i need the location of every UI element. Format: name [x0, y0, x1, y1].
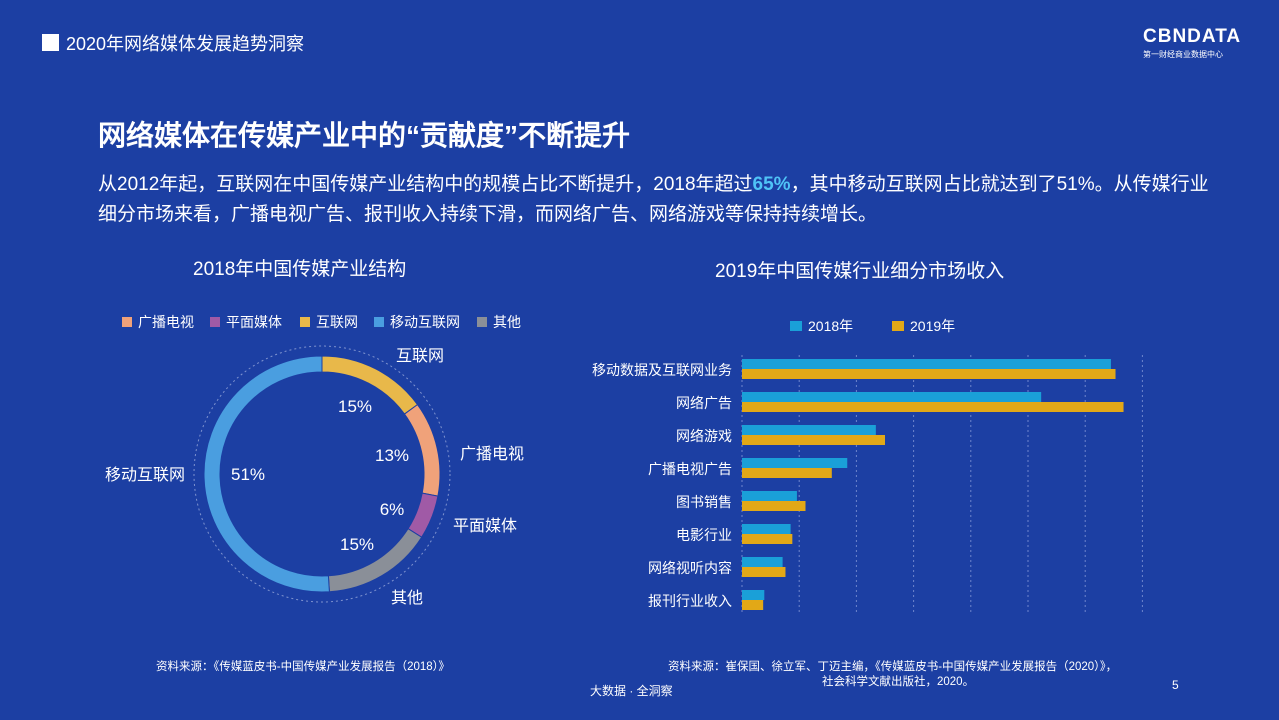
- donut-legend-item: 其他: [477, 312, 521, 332]
- legend-label: 互联网: [316, 314, 358, 330]
- legend-swatch: [892, 321, 904, 331]
- donut-legend-item: 平面媒体: [210, 312, 282, 332]
- source-note-left: 资料来源：《传媒蓝皮书-中国传媒产业发展报告（2018）》: [156, 661, 450, 673]
- summary-text-2: ，其中移动互联网占比就达到了51%。从传媒行业细分市场来看，广播电视广告、报刊收…: [98, 174, 1209, 225]
- header-title: 2020年网络媒体发展趋势洞察: [66, 34, 305, 54]
- bar-category-label: 广播电视广告: [648, 461, 732, 477]
- donut-dashed-ring: [193, 345, 451, 603]
- bar: [742, 557, 783, 567]
- legend-label: 其他: [493, 314, 521, 330]
- bar-category-label: 网络游戏: [676, 428, 732, 444]
- bar: [742, 359, 1111, 369]
- brand-logo-subtitle: 第一财经商业数据中心: [1143, 50, 1223, 59]
- bar: [742, 435, 885, 445]
- bar-category-label: 报刊行业收入: [648, 593, 732, 609]
- donut-value-label: 6%: [380, 500, 405, 519]
- legend-label: 2019年: [910, 318, 956, 334]
- page-number: 5: [1172, 678, 1179, 692]
- donut-category-label: 广播电视: [460, 445, 524, 463]
- bar-category-label: 移动数据及互联网业务: [592, 362, 732, 378]
- bar: [742, 425, 876, 435]
- donut-category-label: 移动互联网: [105, 466, 185, 484]
- bar: [742, 369, 1116, 379]
- legend-swatch: [210, 317, 220, 327]
- bar-legend-item: 2018年: [790, 316, 853, 336]
- legend-swatch: [374, 317, 384, 327]
- bar-category-label: 电影行业: [676, 527, 732, 543]
- donut-value-label: 15%: [340, 535, 374, 554]
- donut-legend-item: 互联网: [300, 312, 358, 332]
- donut-legend-item: 广播电视: [122, 312, 194, 332]
- legend-swatch: [122, 317, 132, 327]
- bar-category-label: 图书销售: [676, 494, 732, 510]
- page-title: 网络媒体在传媒产业中的“贡献度”不断提升: [98, 120, 631, 151]
- bar: [742, 590, 765, 600]
- bar: [742, 491, 797, 501]
- donut-category-label: 互联网: [396, 347, 444, 365]
- legend-label: 平面媒体: [226, 314, 282, 330]
- bar: [742, 458, 848, 468]
- bar-category-label: 网络视听内容: [648, 560, 732, 576]
- header-square-icon: [42, 34, 59, 51]
- bar: [742, 567, 786, 577]
- legend-label: 移动互联网: [390, 314, 460, 330]
- donut-category-label: 平面媒体: [453, 517, 517, 535]
- legend-swatch: [477, 317, 487, 327]
- donut-category-label: 其他: [391, 589, 423, 607]
- bar: [742, 524, 791, 534]
- bar: [742, 468, 832, 478]
- summary-text-1: 从2012年起，互联网在中国传媒产业结构中的规模占比不断提升，2018年超过: [98, 174, 753, 195]
- footer-slogan: 大数据 · 全洞察: [590, 684, 673, 698]
- bar: [742, 501, 806, 511]
- source-note-right-continued: 社会科学文献出版社，2020。: [822, 676, 975, 688]
- bar-category-label: 网络广告: [676, 395, 732, 411]
- donut-value-label: 51%: [231, 465, 265, 484]
- bar: [742, 392, 1042, 402]
- legend-label: 广播电视: [138, 314, 194, 330]
- donut-legend-item: 移动互联网: [374, 312, 460, 332]
- donut-slice: [203, 355, 330, 593]
- summary-highlight: 65%: [752, 174, 791, 195]
- donut-chart-title: 2018年中国传媒产业结构: [193, 259, 407, 280]
- bar: [742, 402, 1124, 412]
- bar-legend-item: 2019年: [892, 316, 955, 336]
- summary-paragraph: 从2012年起，互联网在中国传媒产业结构中的规模占比不断提升，2018年超过65…: [98, 170, 1218, 230]
- bar: [742, 600, 764, 610]
- source-note-right: 资料来源：崔保国、徐立军、丁迈主编，《传媒蓝皮书-中国传媒产业发展报告（2020…: [668, 661, 1118, 673]
- bar-chart-title: 2019年中国传媒行业细分市场收入: [715, 261, 1005, 282]
- brand-logo: CBNDATA: [1143, 26, 1242, 47]
- legend-swatch: [790, 321, 802, 331]
- donut-value-label: 13%: [375, 446, 409, 465]
- legend-label: 2018年: [808, 318, 854, 334]
- donut-value-label: 15%: [338, 397, 372, 416]
- legend-swatch: [300, 317, 310, 327]
- bar: [742, 534, 793, 544]
